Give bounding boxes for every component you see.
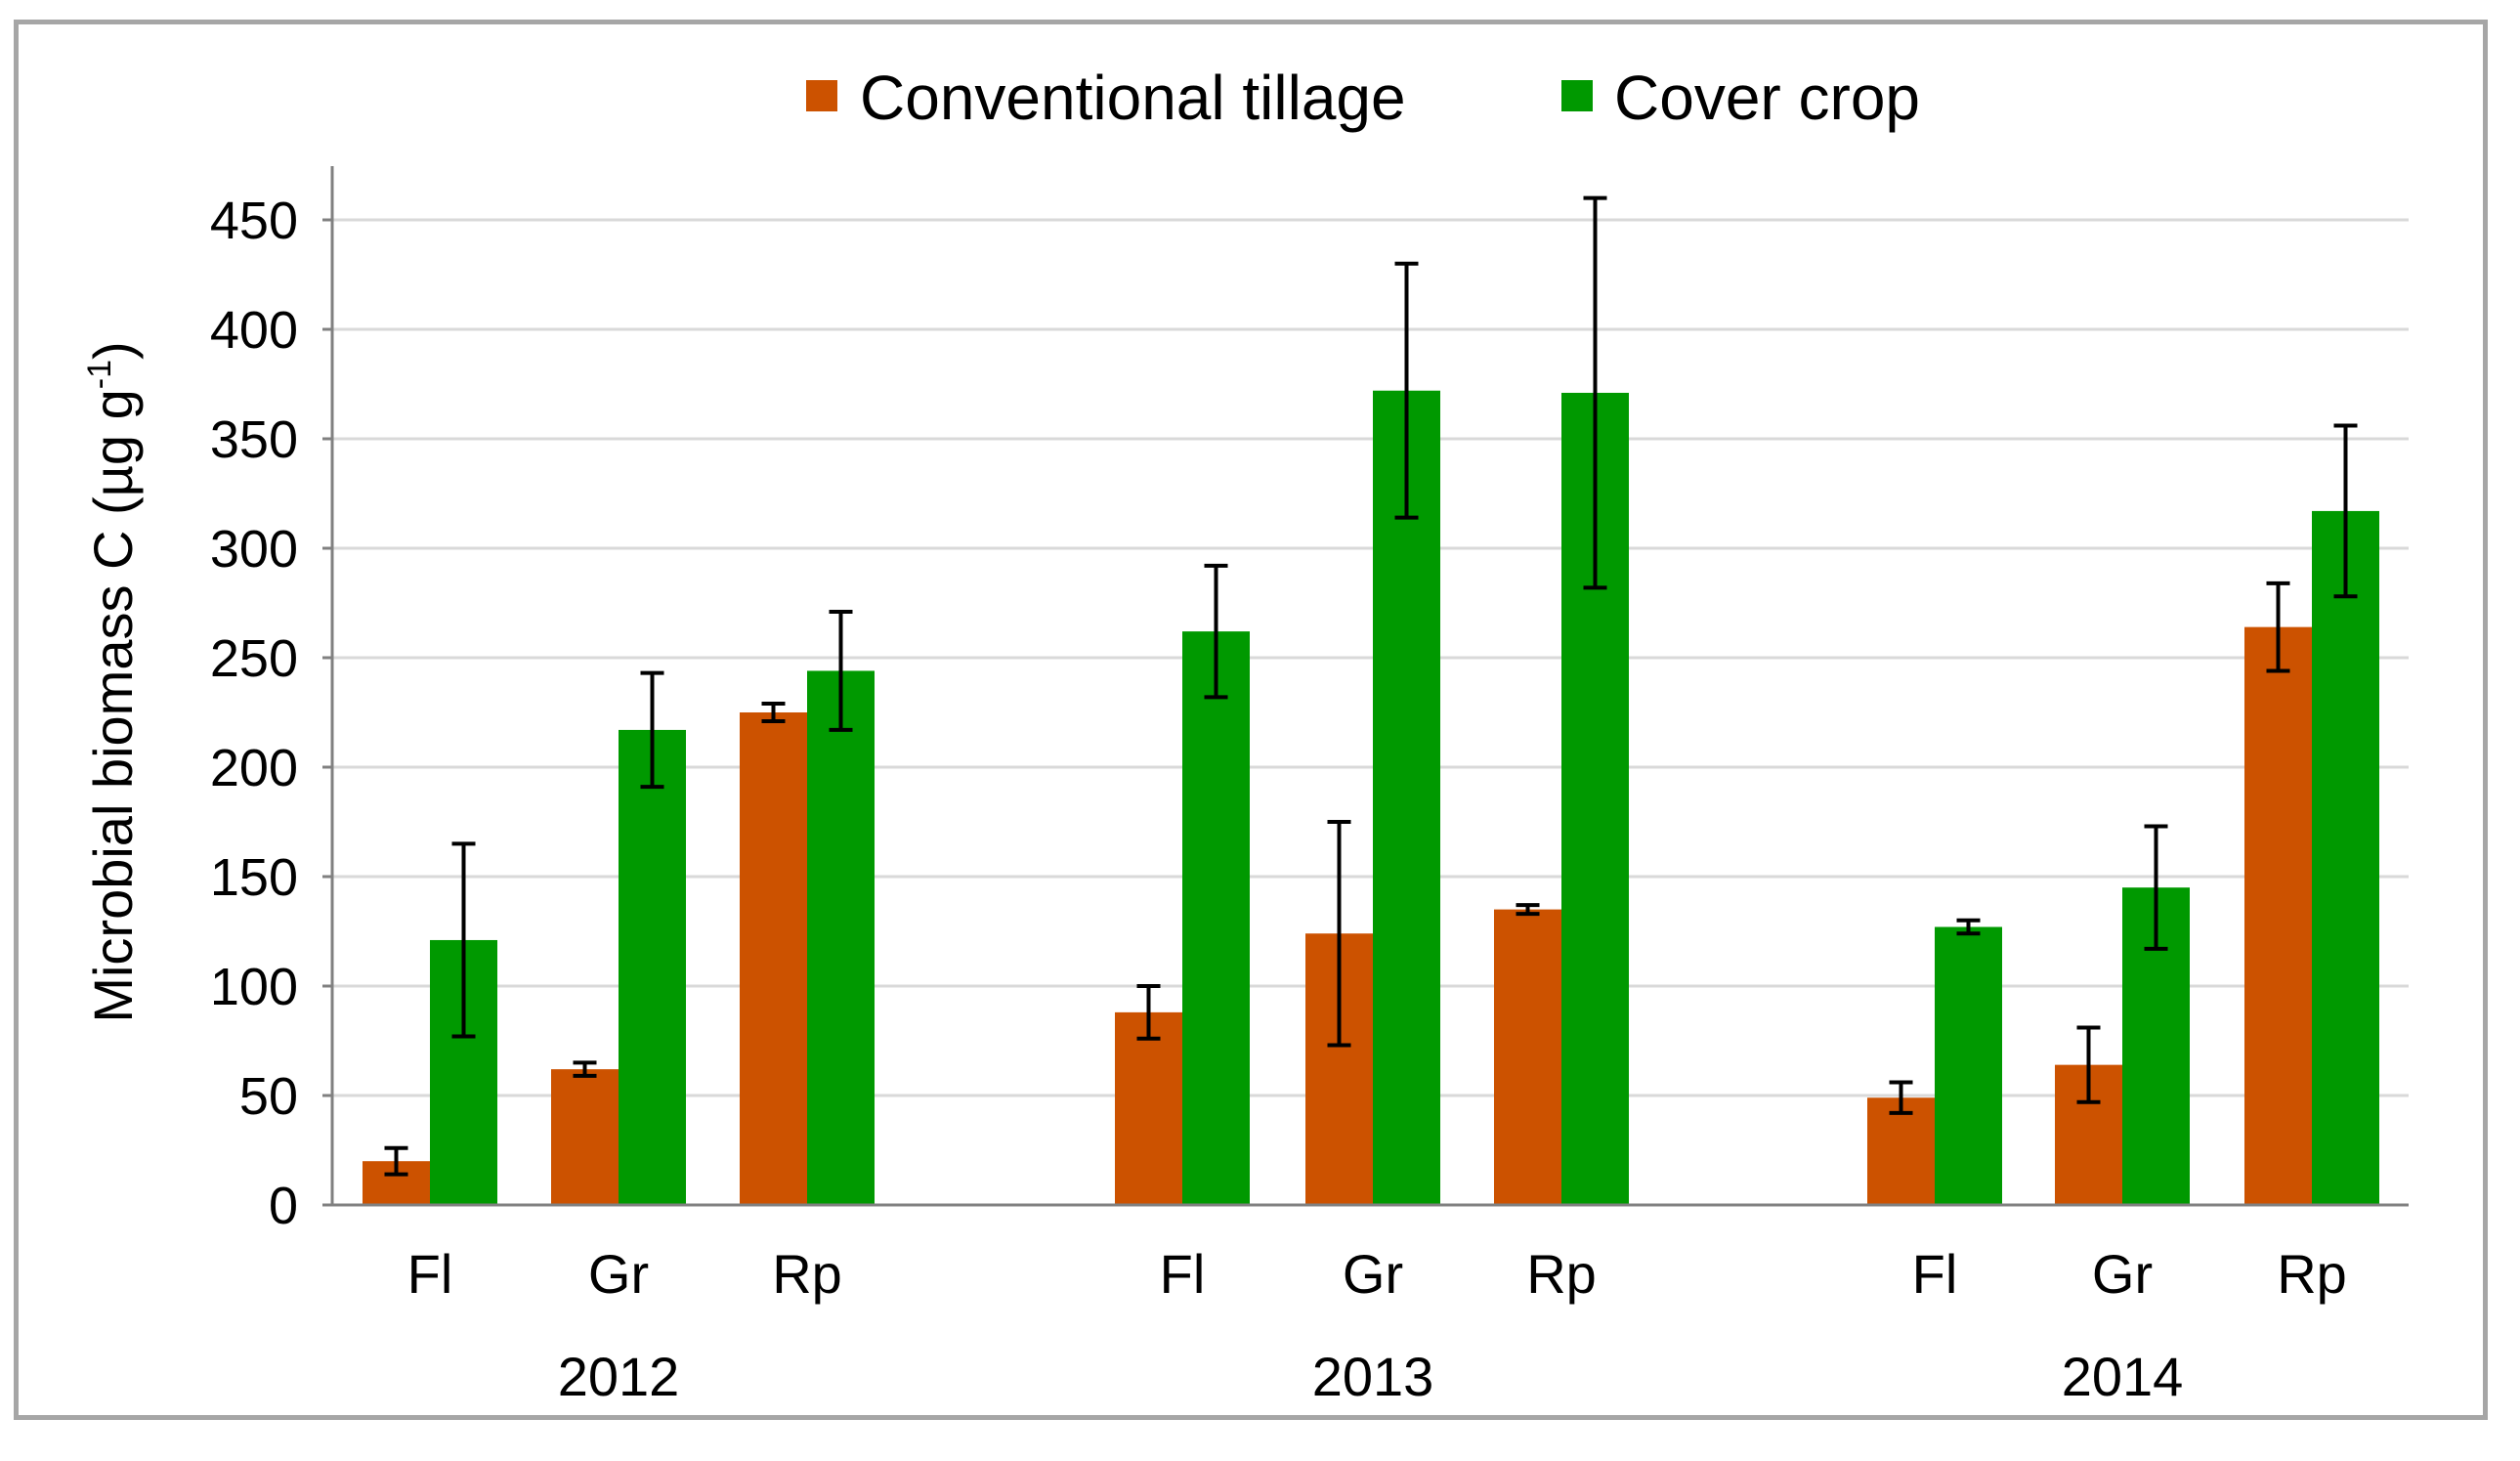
legend-swatch-conventional-tillage — [806, 80, 837, 111]
legend-label-cover-crop: Cover crop — [1614, 63, 1920, 133]
bar-cover-crop-2014-rp — [2312, 510, 2379, 1205]
x-group-label-2014: 2014 — [2062, 1346, 2184, 1407]
bar-cover-crop-2013-fl — [1182, 631, 1250, 1205]
x-category-label: Rp — [1526, 1243, 1597, 1305]
y-axis-title: Microbial biomass C (µg g-1) — [81, 341, 144, 1022]
x-category-label: Gr — [588, 1243, 649, 1305]
x-category-label: Fl — [407, 1243, 453, 1305]
legend: Conventional tillage Cover crop — [806, 63, 1920, 133]
x-group-label-2012: 2012 — [558, 1346, 680, 1407]
x-category-label: Gr — [2092, 1243, 2153, 1305]
y-tick-label: 350 — [210, 410, 298, 469]
y-tick-label: 400 — [210, 301, 298, 360]
y-axis-title-superscript: -1 — [81, 360, 118, 389]
error-bars — [384, 195, 2358, 1177]
bars — [363, 390, 2379, 1206]
bar-conventional-tillage-2012-gr — [551, 1069, 619, 1205]
legend-label-conventional-tillage: Conventional tillage — [860, 63, 1406, 133]
y-axis-ticks: 0 50 100 150 200 250 300 350 400 450 — [210, 192, 332, 1235]
y-tick-label: 50 — [239, 1067, 298, 1126]
bar-conventional-tillage-2012-rp — [740, 712, 807, 1205]
y-tick-label: 150 — [210, 848, 298, 907]
x-category-label: Fl — [1160, 1243, 1206, 1305]
x-category-label: Gr — [1343, 1243, 1403, 1305]
x-axis-labels: Fl Gr Rp Fl Gr Rp Fl Gr Rp 2012 2013 2014 — [407, 1243, 2347, 1407]
y-axis-title-text: Microbial biomass C (µg g — [82, 389, 144, 1022]
x-category-label: Fl — [1912, 1243, 1958, 1305]
y-tick-label: 300 — [210, 520, 298, 579]
y-tick-label: 450 — [210, 192, 298, 250]
y-tick-label: 250 — [210, 629, 298, 688]
x-category-label: Rp — [772, 1243, 842, 1305]
bar-conventional-tillage-2013-rp — [1494, 909, 1561, 1205]
bar-conventional-tillage-2014-fl — [1867, 1097, 1935, 1205]
bar-cover-crop-2013-gr — [1373, 390, 1440, 1206]
axes — [330, 166, 2409, 1207]
bar-cover-crop-2014-fl — [1935, 926, 2002, 1205]
bar-cover-crop-2012-rp — [807, 670, 875, 1205]
y-tick-label: 200 — [210, 739, 298, 797]
x-group-label-2013: 2013 — [1312, 1346, 1434, 1407]
bar-conventional-tillage-2013-fl — [1115, 1011, 1182, 1205]
x-category-label: Rp — [2277, 1243, 2347, 1305]
y-axis-title-close: ) — [82, 341, 144, 360]
legend-swatch-cover-crop — [1561, 80, 1593, 111]
bar-cover-crop-2012-gr — [619, 729, 686, 1205]
bar-conventional-tillage-2014-rp — [2244, 626, 2312, 1205]
y-tick-label: 0 — [269, 1177, 298, 1235]
y-tick-label: 100 — [210, 958, 298, 1016]
